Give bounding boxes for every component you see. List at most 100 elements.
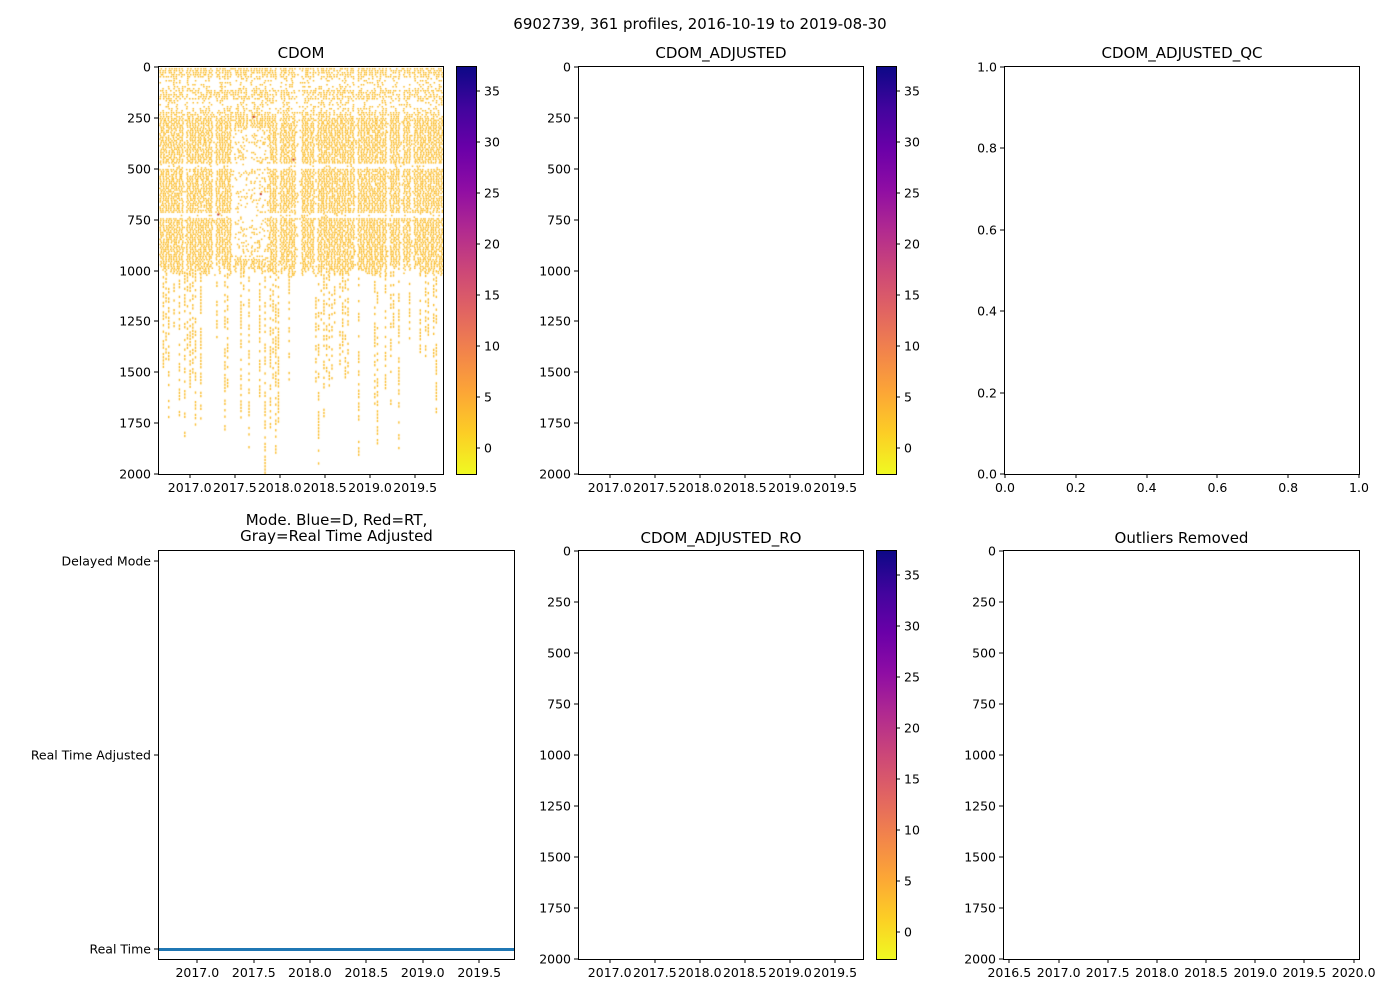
y-tick-label: 0.2 [977, 385, 997, 401]
y-tick-mark [154, 117, 158, 119]
x-tick-mark [1353, 959, 1355, 963]
figure-title: 6902739, 361 profiles, 2016-10-19 to 201… [513, 15, 887, 33]
y-tick-mark [1000, 147, 1004, 149]
x-tick-mark [744, 959, 746, 963]
colorbar-tick-mark [896, 90, 900, 92]
x-tick-label: 2017.5 [212, 480, 257, 495]
colorbar-cdom-adjusted: 35 30 25 20 15 10 5 0 [876, 66, 920, 475]
x-tick-label: 2017.0 [175, 965, 220, 980]
y-tick-label: 500 [547, 645, 571, 661]
x-tick-mark [1107, 959, 1109, 963]
colorbar-tick-mark [476, 447, 480, 449]
x-tick-mark [699, 474, 701, 478]
x-tick-label: 2019.0 [768, 965, 812, 980]
x-tick-label: 2019.5 [813, 965, 858, 980]
y-tick-label: 1000 [119, 263, 151, 278]
y-tick-mark [999, 703, 1003, 705]
x-tick-mark [654, 474, 656, 478]
subplot-title-mode-line2: Gray=Real Time Adjusted [240, 527, 433, 545]
colorbar-tick-label: 15 [484, 287, 500, 303]
colorbar-tick-label: 35 [484, 83, 500, 99]
cdom-scatter-canvas [159, 67, 443, 474]
y-tick-mark [574, 219, 578, 221]
y-tick-mark [999, 958, 1003, 960]
y-tick-mark [574, 473, 578, 475]
colorbar-tick-label: 30 [904, 134, 920, 150]
colorbar-tick-label: 25 [904, 669, 920, 685]
y-tick-label: 1000 [539, 747, 571, 763]
x-tick-mark [189, 474, 191, 478]
colorbar-tick-label: 30 [484, 134, 500, 150]
y-tick-label: 500 [547, 161, 571, 177]
x-tick-label: 2019.5 [1282, 965, 1327, 980]
y-tick-label: 1500 [539, 849, 571, 865]
x-tick-label: 2017.5 [1085, 965, 1130, 980]
y-tick-label: 1250 [539, 798, 571, 814]
colorbar-tick-mark [896, 447, 900, 449]
y-tick-mark [999, 856, 1003, 858]
subplot-title-cdom: CDOM [277, 44, 325, 62]
colorbar-tick-mark [896, 574, 900, 576]
colorbar-tick-mark [896, 192, 900, 194]
y-tick-mark [999, 652, 1003, 654]
colorbar-tick-mark [896, 931, 900, 933]
y-tick-label: 250 [547, 594, 571, 610]
x-tick-label: 2019.0 [1233, 965, 1278, 980]
y-tick-label: 750 [127, 212, 151, 228]
x-tick-mark [834, 474, 836, 478]
subplot-mode-plot-area: 2017.0 2017.5 2018.0 2018.5 2019.0 2019.5 Dela… [31, 550, 515, 980]
colorbar-tick-label: 5 [484, 389, 492, 405]
y-tick-mark [1000, 229, 1004, 231]
x-tick-mark [654, 959, 656, 963]
subplot-cdom-adjusted-plot-area: 2017.0 2017.5 2018.0 2018.5 2019.0 2019.5 0 250… [539, 60, 864, 495]
x-tick-mark [324, 474, 326, 478]
colorbar-tick-label: 25 [904, 185, 920, 201]
x-tick-mark [744, 474, 746, 478]
x-tick-mark [1075, 474, 1077, 478]
y-tick-label: 2000 [964, 951, 996, 967]
x-tick-mark [253, 959, 255, 963]
y-tick-label: 1750 [539, 900, 571, 916]
x-tick-label: 0.2 [1065, 480, 1086, 495]
x-tick-mark [699, 959, 701, 963]
y-tick-mark [574, 168, 578, 170]
colorbar-tick-label: 0 [484, 440, 492, 456]
colorbar-tick-label: 20 [904, 720, 920, 736]
colorbar-tick-label: 30 [904, 618, 920, 634]
subplot-title-cdom-adjusted-ro: CDOM_ADJUSTED_RO [640, 529, 802, 547]
x-tick-mark [422, 959, 424, 963]
y-tick-label: Real Time Adjusted [30, 747, 151, 763]
y-tick-label: 0 [563, 59, 571, 75]
subplot-cdom-plot-area: 2017.0 2017.5 2018.0 2018.5 2019.0 2019.5 0 250… [119, 60, 444, 495]
x-tick-label: 0.6 [1207, 480, 1228, 495]
subplot-title-cdom-adjusted-qc: CDOM_ADJUSTED_QC [1101, 44, 1263, 62]
x-tick-mark [1146, 474, 1148, 478]
colorbar-tick-label: 35 [904, 83, 920, 99]
x-tick-mark [1058, 959, 1060, 963]
subplot-outliers-removed-plot-area: 2016.5 2017.0 2017.5 2018.0 2018.5 2019.0 2019… [964, 544, 1375, 981]
y-tick-label: Delayed Mode [61, 553, 151, 569]
x-tick-label: 2020.0 [1331, 965, 1376, 980]
x-tick-mark [609, 474, 611, 478]
x-tick-mark [234, 474, 236, 478]
x-tick-label: 2017.0 [587, 480, 632, 495]
x-tick-mark [1254, 959, 1256, 963]
y-tick-mark [999, 601, 1003, 603]
x-tick-label: 2019.0 [348, 480, 392, 495]
x-tick-label: 2018.5 [344, 965, 389, 980]
colorbar-tick-mark [476, 141, 480, 143]
x-tick-label: 0.0 [995, 480, 1015, 495]
x-tick-mark [196, 959, 198, 963]
y-tick-label: 0 [563, 543, 571, 559]
y-tick-mark [154, 371, 158, 373]
x-tick-label: 2019.5 [813, 480, 858, 495]
x-tick-mark [1216, 474, 1218, 478]
subplot-title-mode-line1: Mode. Blue=D, Red=RT, [245, 511, 428, 529]
subplot-cdom-adjusted-ro-plot-area: 2017.0 2017.5 2018.0 2018.5 2019.0 2019.5 0 250… [539, 544, 864, 980]
colorbar-tick-label: 20 [904, 236, 920, 252]
y-tick-mark [154, 473, 158, 475]
y-tick-label: 250 [127, 110, 151, 126]
colorbar-tick-mark [896, 396, 900, 398]
x-tick-mark [1287, 474, 1289, 478]
y-tick-mark [999, 550, 1003, 552]
